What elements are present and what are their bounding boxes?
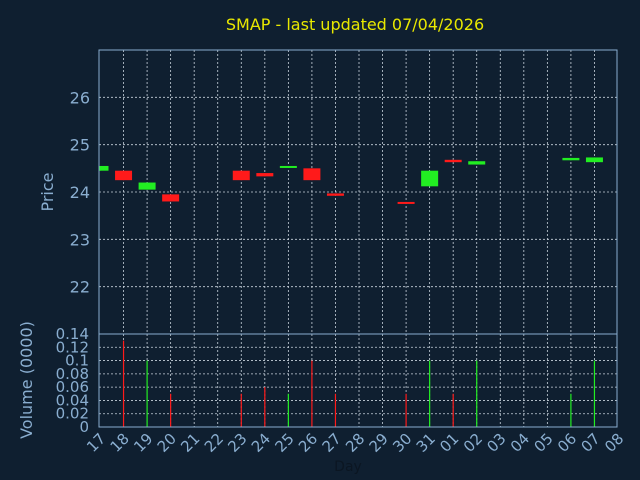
x-tick-label: 24 xyxy=(248,430,274,456)
x-tick-label: 06 xyxy=(554,430,580,456)
candle-body xyxy=(468,161,486,165)
candle-body xyxy=(279,165,297,168)
price-grid xyxy=(99,50,617,334)
x-tick-label: 29 xyxy=(366,430,392,456)
volume-plot-frame xyxy=(98,333,618,428)
x-tick-label: 27 xyxy=(319,430,345,456)
x-tick-label: 28 xyxy=(342,430,368,456)
x-tick-label: 04 xyxy=(507,430,533,456)
x-tick-label: 07 xyxy=(578,430,604,456)
candle-body xyxy=(585,157,603,163)
candle-body xyxy=(444,159,462,163)
candle-body xyxy=(303,168,321,181)
x-tick-label: 05 xyxy=(530,430,556,456)
candle-body xyxy=(397,201,415,204)
candle-body xyxy=(421,170,439,187)
price-candles xyxy=(99,157,603,204)
price-y-tick-label: 26 xyxy=(70,88,90,107)
x-tick-label: 01 xyxy=(436,430,462,456)
volume-y-tick-label: 0.06 xyxy=(56,378,89,396)
x-ticks: 1718192021222324252627282930310102030405… xyxy=(83,430,627,456)
x-tick-label: 02 xyxy=(460,430,486,456)
volume-bars xyxy=(122,340,596,427)
x-tick-label: 21 xyxy=(177,430,203,456)
x-tick-label: 26 xyxy=(295,430,321,456)
candle-body xyxy=(115,170,133,181)
x-tick-label: 23 xyxy=(224,430,250,456)
candle-body xyxy=(100,165,109,171)
volume-y-tick-label: 0.12 xyxy=(56,338,89,356)
volume-y-tick-label: 0 xyxy=(79,418,89,436)
volume-y-tick-label: 0.1 xyxy=(65,352,89,370)
candle-body xyxy=(326,193,344,196)
x-tick-label: 20 xyxy=(154,430,180,456)
volume-grid xyxy=(99,334,617,427)
volume-y-tick-label: 0.02 xyxy=(56,405,89,423)
candle-body xyxy=(562,157,580,161)
candle-body xyxy=(256,173,274,177)
candle-body xyxy=(162,194,180,202)
x-tick-label: 31 xyxy=(413,430,439,456)
volume-axis-label: Volume (0000) xyxy=(17,321,36,439)
x-tick-label: 18 xyxy=(107,430,133,456)
candle-body xyxy=(232,170,250,181)
price-y-tick-label: 22 xyxy=(70,278,90,297)
chart-title: SMAP - last updated 07/04/2026 xyxy=(226,15,484,34)
price-y-ticks: 22 23 24 25 26 xyxy=(70,88,90,296)
x-tick-label: 22 xyxy=(201,430,227,456)
price-y-tick-label: 24 xyxy=(70,183,90,202)
price-axis-label: Price xyxy=(38,172,57,211)
x-tick-label: 19 xyxy=(130,430,156,456)
volume-y-tick-label: 0.14 xyxy=(56,325,89,343)
x-tick-label: 25 xyxy=(271,430,297,456)
x-tick-label: 08 xyxy=(601,430,627,456)
price-y-tick-label: 23 xyxy=(70,230,90,249)
x-tick-label: 03 xyxy=(483,430,509,456)
candle-body xyxy=(138,182,156,190)
x-tick-label: 30 xyxy=(389,430,415,456)
price-y-tick-label: 25 xyxy=(70,136,90,155)
volume-y-ticks: 0.140.120.10.080.060.040.020 xyxy=(56,325,89,436)
x-axis-label: Day xyxy=(334,459,362,475)
volume-y-tick-label: 0.08 xyxy=(56,365,89,383)
volume-y-tick-label: 0.04 xyxy=(56,391,89,409)
